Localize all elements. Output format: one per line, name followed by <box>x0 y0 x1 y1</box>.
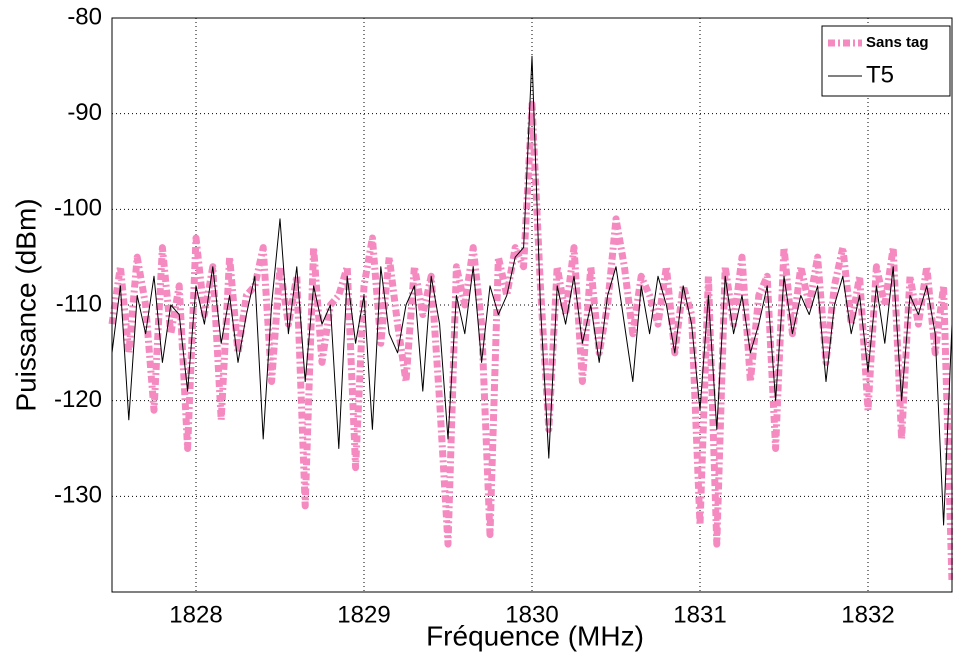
legend-label: Sans tag <box>866 34 929 51</box>
x-tick-label: 1829 <box>337 601 390 628</box>
y-axis-label: Puissance (dBm) <box>10 198 41 411</box>
y-tick-label: -90 <box>67 99 102 126</box>
x-tick-label: 1828 <box>169 601 222 628</box>
y-tick-label: -110 <box>56 290 102 317</box>
y-tick-label: -80 <box>67 3 102 30</box>
y-tick-label: -100 <box>54 195 102 222</box>
x-axis-label: Fréquence (MHz) <box>426 620 644 651</box>
y-tick-label: -120 <box>54 386 102 413</box>
x-tick-label: 1832 <box>841 601 894 628</box>
plot-frame <box>111 17 953 593</box>
x-tick-label: 1830 <box>505 601 558 628</box>
series-line <box>111 55 953 526</box>
legend-label: T5 <box>866 61 894 88</box>
x-tick-label: 1831 <box>673 601 726 628</box>
legend-box <box>821 25 951 97</box>
y-tick-label: -130 <box>54 482 102 509</box>
